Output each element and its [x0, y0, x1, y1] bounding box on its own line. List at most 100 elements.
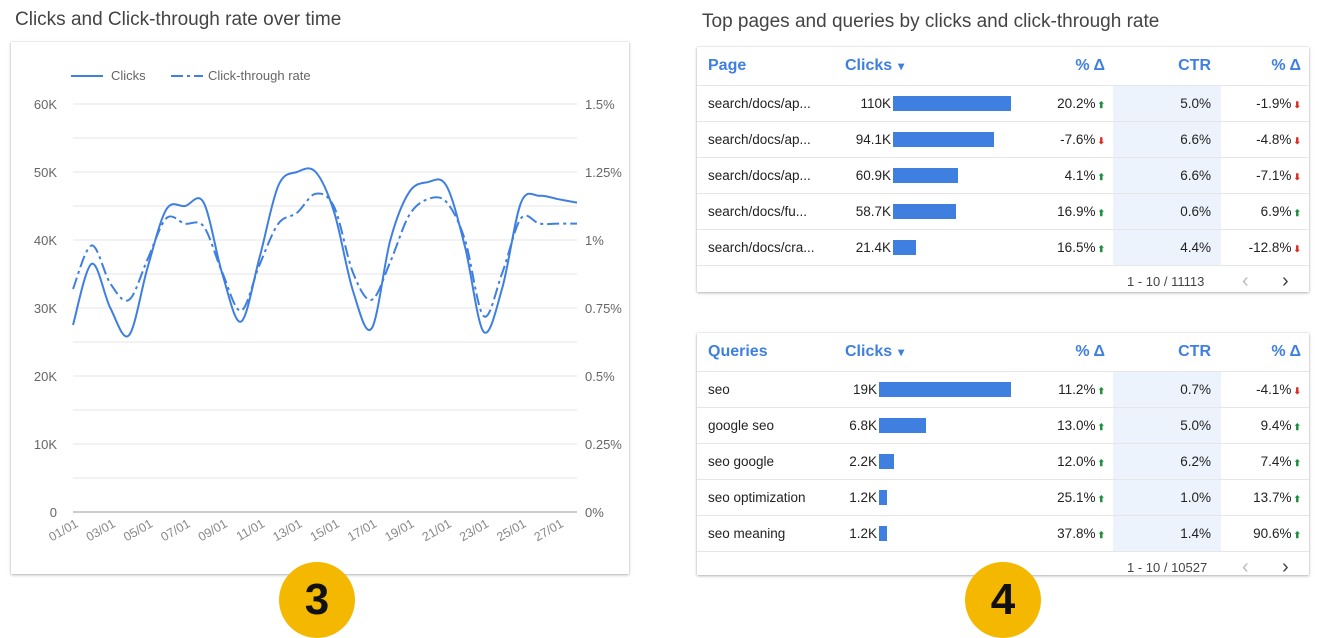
ctr-delta: 13.7% ⬆: [1221, 490, 1301, 505]
clicks-delta-value: 12.0%: [1057, 454, 1096, 469]
row-name[interactable]: search/docs/ap...: [708, 96, 811, 111]
ctr-delta-value: -4.1%: [1256, 382, 1292, 397]
table-row[interactable]: search/docs/fu... 58.7K 16.9% ⬆ 0.6% 6.9% ⬆: [697, 193, 1309, 230]
table-row[interactable]: search/docs/cra... 21.4K 16.5% ⬆ 4.4% -12.8% ⬇: [697, 229, 1309, 266]
x-tick-label: 17/01: [345, 516, 379, 544]
y-left-tick-label: 40K: [34, 233, 57, 248]
y-left-tick-label: 0: [50, 505, 57, 520]
ctr-cell-highlight: [1113, 408, 1221, 444]
ctr-delta: -12.8% ⬇: [1221, 240, 1301, 255]
clicks-delta-value: 37.8%: [1057, 526, 1096, 541]
x-tick-label: 21/01: [420, 516, 454, 544]
row-name[interactable]: search/docs/ap...: [708, 168, 811, 183]
table-row[interactable]: search/docs/ap... 60.9K 4.1% ⬆ 6.6% -7.1% ⬇: [697, 157, 1309, 194]
chevron-right-icon[interactable]: ›: [1282, 270, 1289, 292]
column-header-name[interactable]: Queries: [708, 343, 768, 360]
row-name[interactable]: seo google: [708, 454, 775, 469]
y-right-tick-label: 0.5%: [585, 369, 615, 384]
column-header-clicks[interactable]: Clicks ▾: [845, 57, 904, 75]
column-header-name[interactable]: Page: [708, 57, 747, 74]
column-header-ctr[interactable]: CTR: [1178, 57, 1211, 74]
table-row[interactable]: seo 19K 11.2% ⬆ 0.7% -4.1% ⬇: [697, 371, 1309, 408]
clicks-delta-value: 16.9%: [1057, 204, 1096, 219]
clicks-value: 110K: [860, 96, 891, 111]
ctr-cell-highlight: [1113, 194, 1221, 230]
clicks-value: 1.2K: [849, 526, 877, 541]
arrow-up-icon: ⬆: [1097, 422, 1105, 432]
y-left-tick-label: 10K: [34, 437, 57, 452]
row-name[interactable]: google seo: [708, 418, 775, 433]
ctr-delta-value: -12.8%: [1248, 240, 1292, 255]
ctr-cell-highlight: [1113, 516, 1221, 552]
column-header-delta[interactable]: % Δ: [1075, 57, 1105, 74]
row-name[interactable]: search/docs/ap...: [708, 132, 811, 147]
table-row[interactable]: search/docs/ap... 110K 20.2% ⬆ 5.0% -1.9% ⬇: [697, 85, 1309, 122]
clicks-value: 21.4K: [855, 240, 891, 255]
x-tick-label: 07/01: [158, 516, 192, 544]
step-badge-3: 3: [279, 562, 355, 638]
pagination-label: 1 - 10 / 10527: [1127, 560, 1208, 575]
column-header-ctr-delta[interactable]: % Δ: [1271, 343, 1301, 360]
row-name[interactable]: search/docs/cra...: [708, 240, 815, 255]
clicks-value: 1.2K: [849, 490, 877, 505]
clicks-delta-value: 25.1%: [1057, 490, 1096, 505]
ctr-value: 6.6%: [1180, 168, 1211, 183]
chevron-left-icon[interactable]: ‹: [1242, 270, 1249, 292]
clicks-delta: 12.0% ⬆: [1025, 454, 1105, 469]
table-row[interactable]: seo meaning 1.2K 37.8% ⬆ 1.4% 90.6% ⬆: [697, 515, 1309, 552]
chevron-left-icon[interactable]: ‹: [1242, 556, 1249, 578]
y-left-tick-label: 60K: [34, 97, 57, 112]
row-name[interactable]: seo optimization: [708, 490, 806, 505]
ctr-delta: -4.1% ⬇: [1221, 382, 1301, 397]
column-header-ctr-delta[interactable]: % Δ: [1271, 57, 1301, 74]
arrow-up-icon: ⬆: [1293, 208, 1301, 218]
row-name[interactable]: seo meaning: [708, 526, 786, 541]
arrow-up-icon: ⬆: [1097, 530, 1105, 540]
x-tick-label: 25/01: [494, 516, 528, 544]
row-name[interactable]: seo: [708, 382, 730, 397]
table-row[interactable]: seo optimization 1.2K 25.1% ⬆ 1.0% 13.7% ⬆: [697, 479, 1309, 516]
table-row[interactable]: seo google 2.2K 12.0% ⬆ 6.2% 7.4% ⬆: [697, 443, 1309, 480]
clicks-value: 2.2K: [849, 454, 877, 469]
arrow-up-icon: ⬆: [1293, 530, 1301, 540]
clicks-delta: 20.2% ⬆: [1025, 96, 1105, 111]
x-tick-label: 27/01: [532, 516, 566, 544]
pages-table: Page Clicks ▾ % Δ CTR % Δ search/docs/ap... 110…: [697, 47, 1309, 292]
ctr-delta: -4.8% ⬇: [1221, 132, 1301, 147]
chart-section-title: Clicks and Click-through rate over time: [15, 9, 342, 30]
ctr-delta: -7.1% ⬇: [1221, 168, 1301, 183]
row-name[interactable]: search/docs/fu...: [708, 204, 808, 219]
tables-section-title: Top pages and queries by clicks and clic…: [702, 11, 1160, 32]
ctr-value: 6.6%: [1180, 132, 1211, 147]
clicks-value: 94.1K: [855, 132, 891, 147]
ctr-cell-highlight: [1113, 480, 1221, 516]
ctr-cell-highlight: [1113, 230, 1221, 266]
ctr-delta: 90.6% ⬆: [1221, 526, 1301, 541]
arrow-down-icon: ⬇: [1293, 136, 1301, 146]
column-header-clicks[interactable]: Clicks ▾: [845, 343, 904, 361]
arrow-up-icon: ⬆: [1293, 494, 1301, 504]
ctr-delta-value: -4.8%: [1256, 132, 1292, 147]
ctr-delta-value: 7.4%: [1260, 454, 1292, 469]
clicks-series-line: [72, 167, 578, 338]
table-pagination: 1 - 10 / 10527 ‹ ›: [697, 551, 1309, 584]
arrow-up-icon: ⬆: [1097, 244, 1105, 254]
column-header-ctr[interactable]: CTR: [1178, 343, 1211, 360]
x-tick-label: 15/01: [308, 516, 342, 544]
ctr-value: 5.0%: [1180, 96, 1211, 111]
arrow-up-icon: ⬆: [1097, 458, 1105, 468]
table-row[interactable]: google seo 6.8K 13.0% ⬆ 5.0% 9.4% ⬆: [697, 407, 1309, 444]
clicks-bar: [879, 382, 1011, 397]
arrow-down-icon: ⬇: [1293, 386, 1301, 396]
table-row[interactable]: search/docs/ap... 94.1K -7.6% ⬇ 6.6% -4.8% ⬇: [697, 121, 1309, 158]
column-header-delta[interactable]: % Δ: [1075, 343, 1105, 360]
y-right-tick-label: 0.25%: [585, 437, 622, 452]
arrow-up-icon: ⬆: [1293, 422, 1301, 432]
ctr-value: 6.2%: [1180, 454, 1211, 469]
clicks-bar: [893, 168, 958, 183]
y-right-tick-label: 1.5%: [585, 97, 615, 112]
clicks-delta-value: 16.5%: [1057, 240, 1096, 255]
clicks-value: 6.8K: [849, 418, 877, 433]
chevron-right-icon[interactable]: ›: [1282, 556, 1289, 578]
x-tick-label: 11/01: [234, 516, 267, 543]
